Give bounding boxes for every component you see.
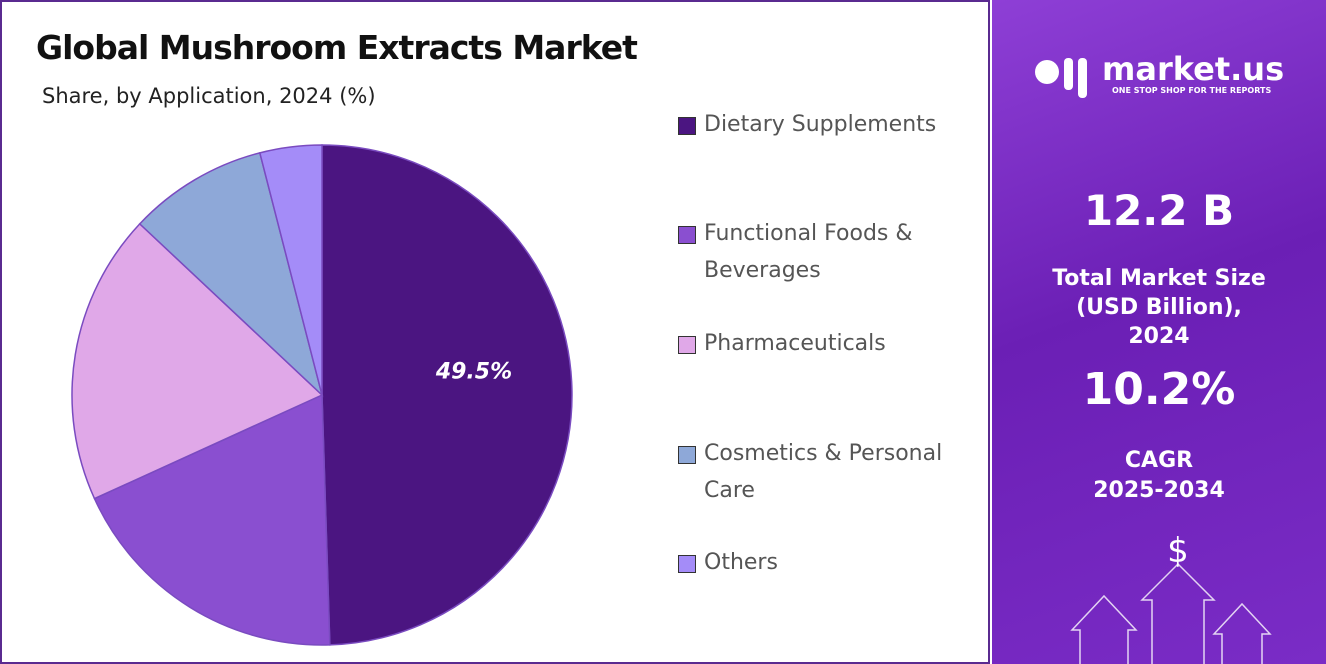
legend-label: Dietary Supplements — [704, 112, 937, 137]
market-size-label: Total Market Size (USD Billion), 2024 — [1052, 266, 1266, 349]
brand: market.us — [1102, 50, 1285, 88]
pie-slice — [93, 393, 331, 646]
decoration: $ — [1035, 58, 1272, 664]
pie-slice — [321, 144, 573, 646]
legend-item: Cosmetics & Personal Care — [678, 435, 944, 509]
pie-slice — [258, 144, 323, 396]
legend-item: Pharmaceuticals — [678, 325, 944, 362]
pie-chart: 49.5% — [71, 144, 573, 646]
legend-swatch — [678, 336, 696, 354]
legend-swatch — [678, 446, 696, 464]
svg-text:$: $ — [1167, 531, 1189, 571]
legend-label: Pharmaceuticals — [704, 331, 886, 356]
legend-label: Functional Foods & Beverages — [704, 221, 913, 283]
side-panel: $ market.us ONE STOP SHOP FOR THE REPORT… — [992, 0, 1326, 664]
data-label: 49.5% — [435, 360, 512, 385]
legend-swatch — [678, 226, 696, 244]
pie-slice — [71, 222, 324, 500]
legend-item: Others — [678, 544, 944, 581]
cagr: 10.2% — [1082, 364, 1236, 415]
chart-title: Global Mushroom Extracts Market — [36, 28, 638, 67]
chart-subtitle: Share, by Application, 2024 (%) — [42, 84, 376, 108]
cagr-label: CAGR 2025-2034 — [1093, 448, 1225, 503]
chart-panel: 49.5% Global Mushroom Extracts Market Sh… — [0, 0, 990, 664]
legend-label: Cosmetics & Personal Care — [704, 441, 943, 503]
legend-item: Dietary Supplements — [678, 106, 944, 143]
tagline: ONE STOP SHOP FOR THE REPORTS — [1112, 86, 1272, 95]
legend-label: Others — [704, 550, 778, 575]
market-size: 12.2 B — [1083, 186, 1235, 235]
pie-slice — [138, 151, 324, 398]
legend-item: Functional Foods & Beverages — [678, 215, 944, 289]
legend-swatch — [678, 555, 696, 573]
legend-swatch — [678, 117, 696, 135]
